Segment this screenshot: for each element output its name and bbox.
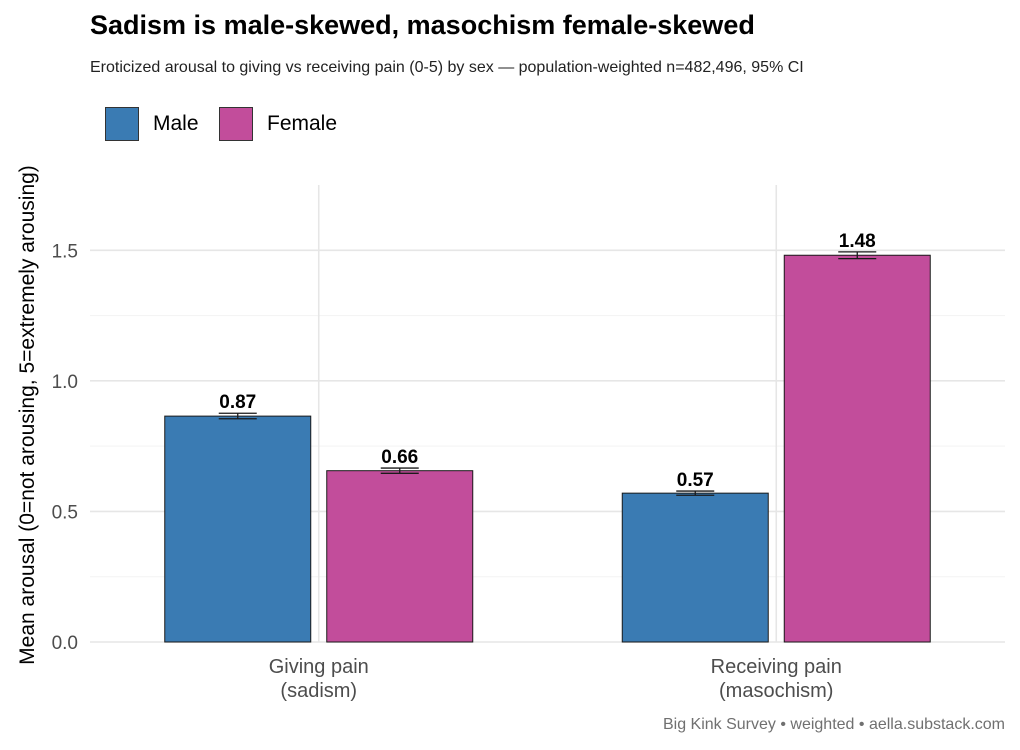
- y-tick-label: 1.5: [52, 241, 78, 262]
- bar-female: [326, 470, 474, 643]
- data-label: 1.48: [839, 231, 876, 252]
- legend-swatch-male: [105, 107, 139, 141]
- x-tick-label: Receiving pain: [711, 656, 842, 678]
- legend-swatch-female: [219, 107, 253, 141]
- bar-male: [621, 492, 769, 643]
- legend-label-female: Female: [267, 112, 338, 135]
- chart-subtitle: Eroticized arousal to giving vs receivin…: [90, 59, 804, 76]
- data-label: 0.87: [219, 392, 256, 413]
- data-label: 0.57: [677, 470, 714, 491]
- bar-female: [783, 254, 931, 643]
- data-label: 0.66: [381, 447, 418, 468]
- y-tick-label: 0.0: [52, 633, 78, 654]
- legend-label-male: Male: [153, 112, 199, 135]
- legend-item-female: Female: [219, 106, 337, 142]
- bar-male: [164, 415, 312, 643]
- y-tick-label: 1.0: [52, 372, 78, 393]
- x-tick-label: (sadism): [280, 680, 357, 702]
- x-tick-label: Giving pain: [269, 656, 369, 678]
- y-tick-label: 0.5: [52, 502, 78, 523]
- y-axis-title: Mean arousal (0=not arousing, 5=extremel…: [16, 165, 39, 665]
- legend-item-male: Male: [105, 106, 199, 142]
- x-tick-label: (masochism): [719, 680, 833, 702]
- chart-title: Sadism is male-skewed, masochism female-…: [90, 10, 755, 40]
- chart-caption: Big Kink Survey • weighted • aella.subst…: [662, 716, 1005, 733]
